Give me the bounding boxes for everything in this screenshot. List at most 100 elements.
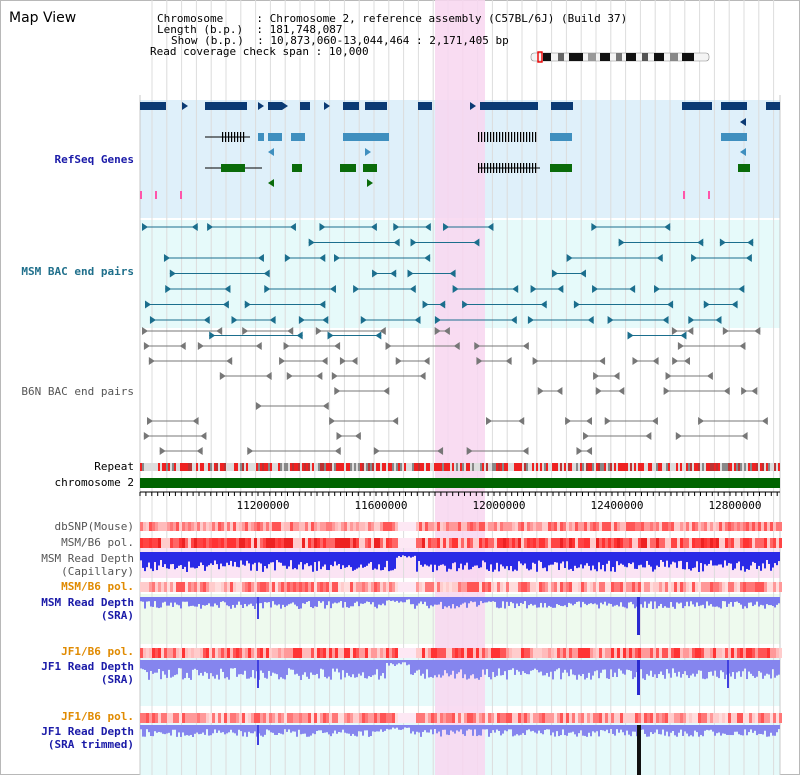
jf1-pol-strip — [200, 648, 203, 658]
msm-pol-strip — [578, 538, 581, 548]
msm-pol2-strip — [452, 582, 455, 592]
msm-pol-strip — [275, 538, 278, 548]
msm-cap-depth-bar — [694, 552, 696, 568]
jf1-trim-depth-bar — [522, 725, 524, 734]
repeat-mark — [454, 463, 456, 471]
msm-sra-depth-bar — [752, 597, 754, 607]
repeat-mark — [322, 463, 324, 471]
jf1-pol-strip — [461, 648, 464, 658]
msm-sra-depth-bar — [442, 597, 444, 609]
track-label-refseq[interactable]: RefSeq Genes — [54, 153, 134, 166]
refseq-gene — [268, 133, 282, 141]
msm-pol-strip — [233, 538, 236, 548]
jf1-pol-strip — [644, 648, 647, 658]
jf1-pol2-strip — [644, 713, 647, 723]
msm-cap-depth-bar — [472, 552, 474, 567]
repeat-mark — [614, 463, 616, 471]
jf1-sra-depth-bar — [236, 660, 238, 677]
jf1-trim-depth-bar — [314, 725, 316, 735]
msm-sra-depth-bar — [768, 597, 770, 606]
msm-sra-depth-bar — [502, 597, 504, 602]
repeat-mark — [302, 463, 304, 471]
msm-cap-depth-bar — [304, 552, 306, 565]
jf1-trim-depth-bar — [542, 725, 544, 735]
msm-sra-depth-bar — [634, 597, 636, 609]
msm-pol2-strip — [623, 582, 626, 592]
jf1-pol-strip — [449, 648, 452, 658]
msm-sra-depth-bar — [508, 597, 510, 606]
msm-pol-strip — [146, 538, 149, 548]
track-label-msm-bac[interactable]: MSM BAC end pairs — [21, 265, 134, 278]
jf1-sra-depth-bar — [342, 660, 344, 671]
msm-cap-depth-bar — [454, 552, 456, 563]
repeat-mark — [316, 463, 318, 471]
repeat-mark — [496, 463, 498, 471]
jf1-pol-strip — [152, 648, 155, 658]
msm-pol-strip — [350, 538, 353, 548]
jf1-pol-strip — [668, 648, 671, 658]
msm-pol-strip — [410, 538, 413, 548]
jf1-pol2-strip — [773, 713, 776, 723]
msm-bac-end — [738, 285, 745, 293]
msm-cap-depth-bar — [718, 552, 720, 565]
jf1-pol-strip — [497, 648, 500, 658]
jf1-trim-depth-bar — [330, 725, 332, 737]
gene-exon-tick — [478, 132, 480, 142]
jf1-sra-depth-bar — [694, 660, 696, 677]
repeat-mark — [676, 463, 678, 471]
msm-sra-depth-bar — [756, 597, 758, 602]
jf1-pol2-strip — [428, 713, 431, 723]
jf1-sra-depth-bar — [152, 660, 154, 674]
jf1-trim-depth-bar — [560, 725, 562, 736]
msm-cap-depth-bar — [684, 552, 686, 570]
jf1-sra-depth-bar — [690, 660, 692, 676]
dbsnp-strip — [590, 522, 593, 531]
msm-cap-depth-bar — [748, 552, 750, 570]
msm-cap-depth-bar — [552, 552, 554, 565]
msm-pol-strip — [686, 538, 689, 548]
msm-pol2-strip — [566, 582, 569, 592]
jf1-pol-strip — [155, 648, 158, 658]
msm-sra-depth-bar — [564, 597, 566, 606]
jf1-pol2-strip — [641, 713, 644, 723]
jf1-pol-strip — [386, 648, 389, 658]
jf1-trim-depth-bar — [164, 725, 166, 735]
msm-cap-depth-bar — [430, 552, 432, 565]
dbsnp-strip — [500, 522, 503, 531]
dbsnp-strip — [698, 522, 701, 531]
refseq-gene — [418, 102, 432, 110]
msm-cap-depth-bar — [606, 552, 608, 564]
dbsnp-strip — [449, 522, 452, 531]
b6n-bac-end — [247, 447, 254, 455]
jf1-trim-depth-bar — [282, 725, 284, 735]
dbsnp-strip — [479, 522, 482, 531]
jf1-trim-depth-bar — [546, 725, 548, 730]
msm-sra-depth-bar — [242, 597, 244, 608]
track-label-b6n-bac[interactable]: B6N BAC end pairs — [21, 385, 134, 398]
msm-cap-depth-bar — [354, 552, 356, 570]
jf1-pol2-strip — [506, 713, 509, 723]
jf1-trim-depth-bar — [192, 725, 194, 737]
msm-bac-end — [353, 285, 360, 293]
b6n-bac-end — [336, 432, 343, 440]
dbsnp-strip — [311, 522, 314, 531]
jf1-sra-depth-bar — [532, 660, 534, 671]
b6n-bac-end — [532, 357, 539, 365]
msm-cap-depth-bar — [682, 552, 684, 570]
jf1-pol-strip — [557, 648, 560, 658]
repeat-mark — [704, 463, 706, 471]
jf1-sra-depth-bar — [162, 660, 164, 672]
jf1-pol2-strip — [188, 713, 191, 723]
msm-cap-depth-bar — [404, 552, 406, 557]
msm-pol-strip — [572, 538, 575, 548]
repeat-mark — [208, 463, 210, 471]
msm-cap-depth-bar — [364, 552, 366, 567]
jf1-trim-depth-bar — [532, 725, 534, 731]
b6n-bac-end — [331, 372, 338, 380]
msm-cap-depth-bar — [562, 552, 564, 562]
msm-bac-end — [360, 316, 367, 324]
jf1-trim-depth-bar — [534, 725, 536, 733]
jf1-pol2-strip — [404, 713, 407, 723]
dbsnp-strip — [188, 522, 191, 531]
